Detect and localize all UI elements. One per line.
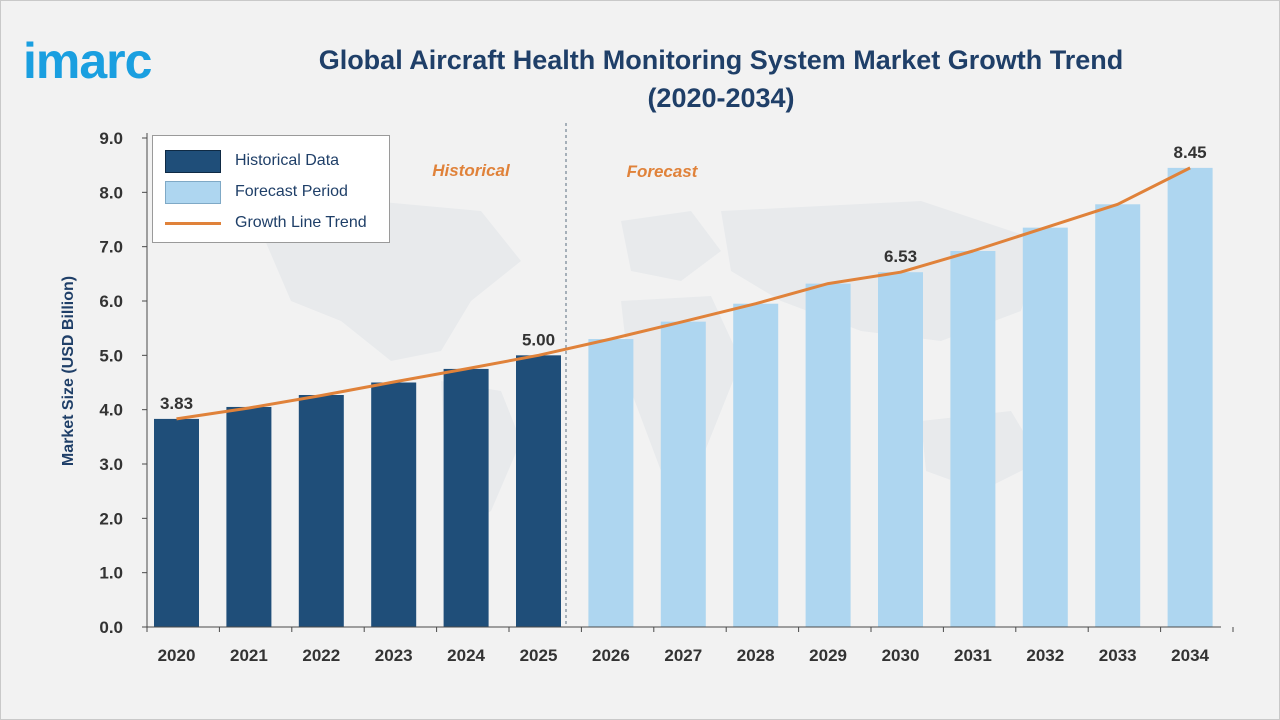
bar-2025	[516, 355, 561, 627]
legend-item-forecast: Forecast Period	[165, 180, 348, 204]
legend-label-forecast: Forecast Period	[235, 183, 348, 200]
chart-legend: Historical Data Forecast Period Growth L…	[152, 135, 390, 243]
data-labels-group: 3.83 5.00 6.53 8.45	[160, 143, 1207, 413]
data-label-2034: 8.45	[1174, 143, 1207, 162]
x-tick-label-2031: 2031	[954, 646, 992, 665]
bar-2028	[733, 303, 779, 627]
y-axis-label: Market Size (USD Billion)	[60, 276, 77, 466]
bars-group	[154, 167, 1213, 627]
bar-2026	[588, 339, 634, 627]
x-tick-label-2026: 2026	[592, 646, 630, 665]
bar-2034	[1167, 167, 1213, 627]
bar-2031	[950, 251, 996, 627]
y-tick-label: 8.0	[99, 183, 123, 202]
y-tick-label: 3.0	[99, 455, 123, 474]
y-tick-label: 1.0	[99, 564, 123, 583]
data-label-2020: 3.83	[160, 394, 193, 413]
y-tick-label: 6.0	[99, 292, 123, 311]
bar-2022	[298, 394, 344, 627]
legend-item-trend: Growth Line Trend	[165, 211, 367, 235]
x-tick-label-2033: 2033	[1099, 646, 1137, 665]
x-tick-label-2024: 2024	[447, 646, 485, 665]
title-line-2: (2020-2034)	[647, 83, 795, 113]
x-tick-label-2022: 2022	[302, 646, 340, 665]
map-europe	[621, 211, 721, 281]
x-ticks-group: 2020 2021 2022 2023 2024 2025 2026 2027 2028 2029…	[146, 627, 1234, 665]
imarc-logo: imarc	[23, 33, 152, 89]
y-tick-label: 7.0	[99, 238, 123, 257]
bar-2027	[660, 321, 706, 627]
forecast-annotation: Forecast	[627, 162, 699, 181]
bar-2030	[878, 272, 923, 627]
growth-trend-line	[176, 166, 1191, 421]
legend-label-historical: Historical Data	[235, 152, 340, 169]
chart-title: Global Aircraft Health Monitoring System…	[241, 41, 1201, 117]
x-tick-label-2029: 2029	[809, 646, 847, 665]
x-tick-label-2032: 2032	[1026, 646, 1064, 665]
legend-item-historical: Historical Data	[165, 149, 339, 173]
legend-swatch-trend	[165, 221, 221, 225]
x-tick-label-2034: 2034	[1171, 646, 1209, 665]
bar-2023	[371, 382, 417, 627]
bar-2029	[805, 283, 851, 627]
y-ticks-group: 0.0 1.0 2.0 3.0 4.0 5.0 6.0 7.0 8.0 9.0	[99, 129, 147, 637]
x-tick-label-2027: 2027	[664, 646, 702, 665]
x-tick-label-2021: 2021	[230, 646, 268, 665]
bar-2033	[1095, 204, 1141, 627]
x-tick-label-2028: 2028	[737, 646, 775, 665]
x-tick-label-2025: 2025	[520, 646, 558, 665]
y-tick-label: 2.0	[99, 509, 123, 528]
bar-2024	[443, 368, 489, 627]
data-label-2025: 5.00	[522, 330, 555, 349]
data-label-2030: 6.53	[884, 247, 917, 266]
y-tick-label: 0.0	[99, 618, 123, 637]
legend-label-trend: Growth Line Trend	[235, 214, 367, 231]
y-tick-label: 9.0	[99, 129, 123, 148]
x-tick-label-2030: 2030	[882, 646, 920, 665]
bar-2032	[1022, 227, 1068, 627]
legend-swatch-forecast	[165, 180, 221, 204]
title-line-1: Global Aircraft Health Monitoring System…	[318, 45, 1124, 75]
x-tick-label-2023: 2023	[375, 646, 413, 665]
legend-swatch-historical	[165, 149, 221, 173]
historical-annotation: Historical	[432, 161, 511, 180]
y-tick-label: 4.0	[99, 401, 123, 420]
bar-2020	[154, 418, 199, 627]
y-tick-label: 5.0	[99, 346, 123, 365]
bar-2021	[226, 406, 272, 627]
x-tick-label-2020: 2020	[158, 646, 196, 665]
